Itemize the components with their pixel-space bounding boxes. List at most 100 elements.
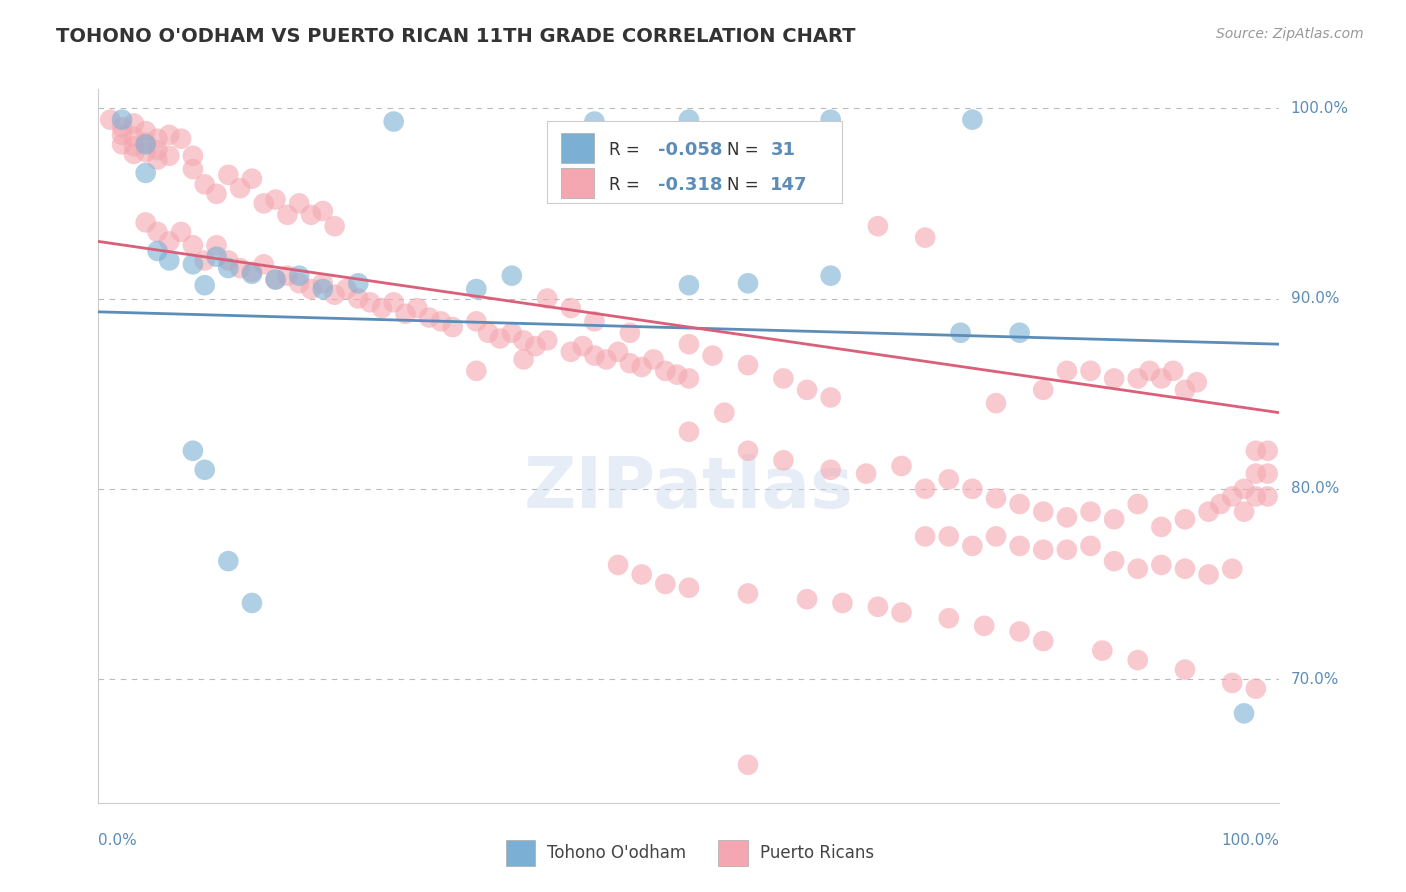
Bar — [506, 840, 536, 865]
Point — [820, 391, 842, 405]
Point — [240, 596, 263, 610]
Point — [654, 577, 676, 591]
Point — [335, 282, 357, 296]
Point — [938, 611, 960, 625]
Point — [1174, 383, 1197, 397]
Point — [1174, 663, 1197, 677]
Point — [890, 606, 912, 620]
FancyBboxPatch shape — [547, 121, 842, 203]
Point — [146, 153, 169, 167]
Point — [217, 168, 239, 182]
Text: 0.0%: 0.0% — [98, 833, 138, 848]
Point — [240, 171, 263, 186]
Point — [122, 147, 145, 161]
Point — [181, 443, 204, 458]
Point — [135, 166, 157, 180]
Point — [1198, 567, 1220, 582]
Point — [772, 371, 794, 385]
Point — [1032, 505, 1054, 519]
Point — [855, 467, 877, 481]
Point — [984, 396, 1007, 410]
Point — [323, 287, 346, 301]
Text: 90.0%: 90.0% — [1291, 291, 1339, 306]
Point — [264, 272, 287, 286]
Text: 31: 31 — [770, 141, 796, 159]
Point — [359, 295, 381, 310]
Point — [866, 599, 889, 614]
Point — [678, 278, 700, 293]
Point — [1056, 364, 1078, 378]
Point — [441, 320, 464, 334]
Point — [1008, 539, 1031, 553]
Point — [288, 277, 311, 291]
Point — [501, 326, 523, 340]
Point — [962, 482, 984, 496]
Point — [1126, 562, 1149, 576]
Text: ZIPatlas: ZIPatlas — [524, 454, 853, 524]
Point — [914, 482, 936, 496]
Point — [299, 282, 322, 296]
Point — [135, 136, 157, 150]
Point — [501, 268, 523, 283]
Point — [146, 143, 169, 157]
Text: -0.318: -0.318 — [658, 177, 723, 194]
Point — [229, 181, 252, 195]
Point — [984, 491, 1007, 506]
Point — [962, 112, 984, 127]
Point — [820, 112, 842, 127]
Point — [347, 292, 370, 306]
Point — [619, 326, 641, 340]
Point — [181, 149, 204, 163]
Point — [1080, 505, 1102, 519]
Point — [1257, 467, 1279, 481]
Point — [157, 235, 180, 249]
Point — [1150, 371, 1173, 385]
Point — [820, 268, 842, 283]
Point — [194, 278, 217, 293]
Point — [181, 238, 204, 252]
Point — [122, 139, 145, 153]
Point — [312, 277, 335, 291]
Point — [1126, 371, 1149, 385]
Point — [371, 301, 394, 315]
Point — [938, 472, 960, 486]
Point — [1174, 512, 1197, 526]
Point — [630, 359, 652, 374]
Text: N =: N = — [727, 177, 763, 194]
Point — [1080, 364, 1102, 378]
Point — [394, 307, 416, 321]
Point — [253, 257, 276, 271]
Point — [194, 463, 217, 477]
Point — [1032, 634, 1054, 648]
Point — [1032, 383, 1054, 397]
Point — [583, 114, 606, 128]
Point — [382, 295, 405, 310]
Point — [135, 124, 157, 138]
Point — [1244, 443, 1267, 458]
Point — [1150, 558, 1173, 572]
Point — [607, 558, 630, 572]
Point — [240, 265, 263, 279]
Point — [276, 208, 298, 222]
Point — [962, 539, 984, 553]
Text: Tohono O'odham: Tohono O'odham — [547, 844, 686, 862]
Point — [949, 326, 972, 340]
Point — [678, 425, 700, 439]
Point — [1091, 643, 1114, 657]
Point — [312, 204, 335, 219]
Point — [205, 186, 228, 201]
Point — [1209, 497, 1232, 511]
Point — [111, 120, 134, 135]
Text: N =: N = — [727, 141, 763, 159]
Point — [1174, 562, 1197, 576]
Point — [122, 129, 145, 144]
Point — [146, 131, 169, 145]
Point — [536, 292, 558, 306]
Point — [181, 257, 204, 271]
Point — [194, 253, 217, 268]
Point — [914, 230, 936, 244]
Point — [146, 244, 169, 258]
Point — [465, 364, 488, 378]
Point — [1233, 505, 1256, 519]
Point — [678, 112, 700, 127]
